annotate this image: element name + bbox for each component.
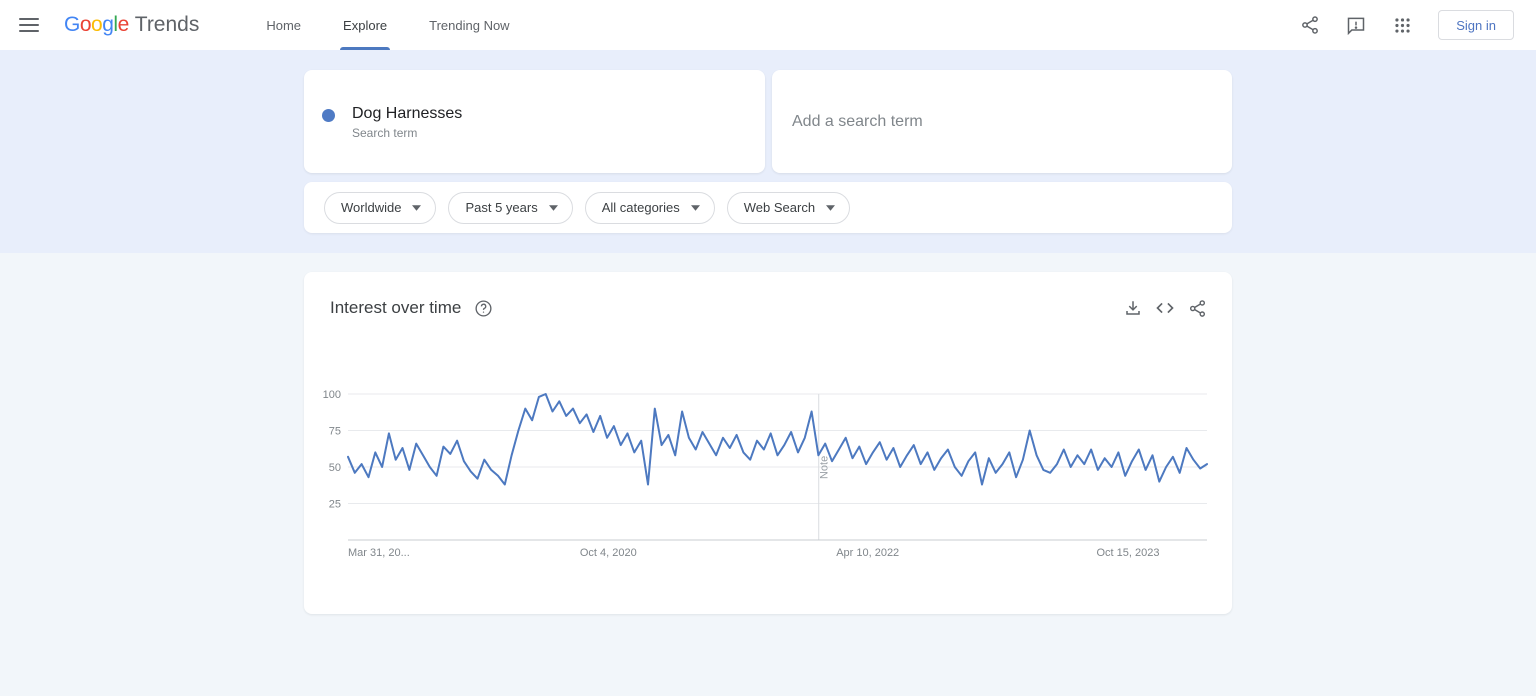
svg-text:Note: Note [819, 456, 831, 479]
series-color-dot [322, 109, 335, 122]
chevron-down-icon [412, 204, 422, 211]
menu-icon[interactable] [19, 18, 39, 32]
chart-title: Interest over time [330, 298, 462, 317]
google-logo-text: Google [64, 13, 129, 36]
category-filter-dropdown[interactable]: All categories [584, 191, 715, 224]
help-icon[interactable] [474, 299, 493, 318]
search-terms-section: Dog Harnesses Search term Worldwide Past… [0, 50, 1536, 253]
search-type-filter-dropdown[interactable]: Web Search [726, 191, 851, 224]
time-filter-label: Past 5 years [465, 200, 538, 215]
svg-text:Mar 31, 20...: Mar 31, 20... [348, 547, 410, 559]
search-term-label: Dog Harnesses [352, 105, 463, 122]
download-icon[interactable] [1122, 297, 1144, 319]
svg-text:Oct 15, 2023: Oct 15, 2023 [1096, 547, 1159, 559]
svg-text:Oct 4, 2020: Oct 4, 2020 [580, 547, 637, 559]
nav-home[interactable]: Home [266, 17, 302, 33]
main-nav: Home Explore Trending Now [245, 0, 530, 50]
trends-logo-text: Trends [134, 13, 200, 36]
search-term-card[interactable]: Dog Harnesses Search term [304, 70, 765, 173]
category-filter-label: All categories [601, 200, 680, 215]
svg-text:Apr 10, 2022: Apr 10, 2022 [836, 547, 899, 559]
add-search-term-input[interactable] [792, 70, 1212, 173]
time-filter-dropdown[interactable]: Past 5 years [448, 191, 573, 224]
search-type-filter-label: Web Search [743, 200, 816, 215]
header-actions: Sign in [1276, 10, 1514, 40]
region-filter-label: Worldwide [341, 200, 402, 215]
search-term-type: Search term [352, 126, 418, 140]
share-icon[interactable] [1298, 13, 1322, 37]
sign-in-button[interactable]: Sign in [1438, 10, 1514, 40]
region-filter-dropdown[interactable]: Worldwide [324, 191, 437, 224]
app-header: Google Trends Home Explore Trending Now [0, 0, 1536, 50]
apps-grid-icon[interactable] [1390, 13, 1414, 37]
share-icon[interactable] [1186, 297, 1208, 319]
results-section: 100 75 50 25 Note Mar 31, 20... Oct 4, 2020 Apr… [0, 253, 1536, 696]
google-trends-logo[interactable]: Google Trends [64, 13, 199, 37]
nav-explore[interactable]: Explore [322, 0, 408, 50]
interest-over-time-card: 100 75 50 25 Note Mar 31, 20... Oct 4, 2020 Apr… [304, 272, 1232, 614]
add-term-card[interactable] [772, 70, 1232, 173]
chevron-down-icon [826, 204, 836, 211]
interest-over-time-chart[interactable]: 100 75 50 25 Note Mar 31, 20... Oct 4, 2020 Apr… [304, 272, 1232, 614]
filters-bar: Worldwide Past 5 years All categories We… [304, 182, 1232, 233]
svg-text:25: 25 [329, 499, 341, 511]
svg-text:50: 50 [329, 462, 341, 474]
embed-icon[interactable] [1154, 297, 1176, 319]
feedback-icon[interactable] [1344, 13, 1368, 37]
chevron-down-icon [690, 204, 700, 211]
svg-text:100: 100 [323, 389, 341, 401]
svg-text:75: 75 [329, 426, 341, 438]
chart-toolbar [1112, 297, 1208, 319]
nav-trending-now[interactable]: Trending Now [429, 17, 510, 33]
chevron-down-icon [548, 204, 558, 211]
